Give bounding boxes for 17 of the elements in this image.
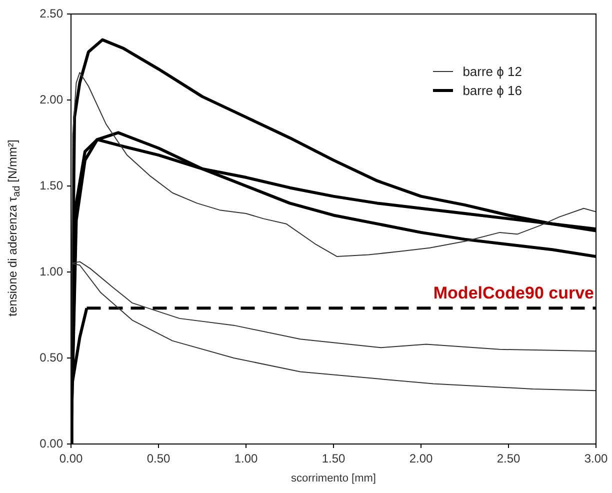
- y-tick-label: 1.50: [40, 178, 64, 192]
- x-axis-title: scorrimento [mm]: [291, 472, 376, 484]
- x-tick-label: 2.50: [496, 452, 520, 466]
- y-tick-label: 2.50: [40, 6, 64, 20]
- legend-label: barre ϕ 16: [462, 83, 522, 98]
- x-tick-label: 0.50: [146, 452, 170, 466]
- y-tick-label: 0.00: [40, 436, 64, 450]
- x-tick-label: 3.00: [584, 452, 608, 466]
- annotation: ModelCode90 curve: [433, 283, 594, 302]
- x-tick-label: 2.00: [409, 452, 433, 466]
- y-tick-label: 0.50: [40, 350, 64, 364]
- legend-label: barre ϕ 12: [462, 64, 522, 79]
- y-tick-label: 2.00: [40, 92, 64, 106]
- y-tick-label: 1.00: [40, 264, 64, 278]
- x-tick-label: 0.00: [59, 452, 83, 466]
- x-tick-label: 1.00: [234, 452, 258, 466]
- x-tick-label: 1.50: [322, 452, 346, 466]
